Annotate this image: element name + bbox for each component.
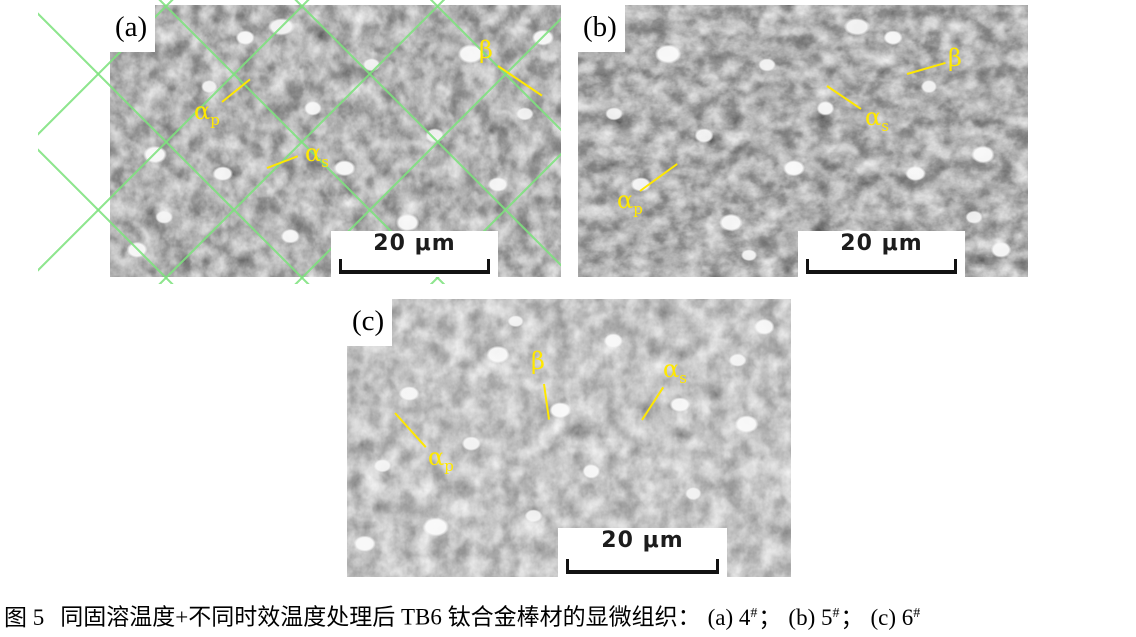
phase-symbol: β (479, 36, 493, 64)
phase-symbol: β (531, 347, 545, 375)
panel-label-c: (c) (347, 299, 393, 346)
scale-bar-line (566, 559, 719, 574)
caption-item-label: (c) 6 (870, 604, 914, 630)
caption-body: 同固溶温度+不同时效温度处理后 TB6 钛合金棒材的显微组织： (60, 604, 701, 630)
phase-symbol: α (617, 186, 634, 214)
scale-bar-label: 20 μm (840, 231, 923, 256)
scale-bar: 20 μm (798, 231, 965, 277)
annotation-beta: β (479, 38, 493, 67)
annotation-alpha-p: αp (428, 445, 454, 474)
micrograph-panel-a: (a) αp αs β 20 μm (38, 0, 561, 284)
phase-subscript: s (679, 368, 687, 387)
scale-bar: 20 μm (558, 528, 727, 577)
scale-bar: 20 μm (331, 231, 498, 277)
phase-symbol: α (194, 97, 211, 125)
panel-label-b: (b) (578, 5, 625, 52)
phase-subscript: p (210, 110, 220, 129)
annotation-alpha-s: αs (305, 141, 329, 170)
annotation-beta: β (948, 46, 962, 75)
phase-subscript: p (633, 199, 643, 218)
annotation-beta: β (531, 349, 545, 378)
phase-symbol: α (428, 443, 445, 471)
phase-subscript: p (444, 456, 454, 475)
phase-subscript: s (881, 116, 889, 135)
annotation-alpha-p: αp (194, 99, 220, 128)
scale-bar-label: 20 μm (373, 231, 456, 256)
phase-symbol: β (948, 44, 962, 72)
annotation-alpha-s: αs (663, 357, 687, 386)
caption-separator: ； (758, 604, 782, 630)
scale-bar-line (339, 259, 490, 274)
figure-number: 图 5 (4, 604, 45, 630)
caption-item-a: (a) 4#； (708, 605, 782, 630)
scale-bar-line (806, 259, 957, 274)
phase-symbol: α (663, 355, 680, 383)
micrograph-panel-c: (c) αp αs β 20 μm (347, 299, 791, 577)
caption-item-c: (c) 6# (870, 605, 921, 630)
caption-item-b: (b) 5#； (788, 605, 863, 630)
micrograph-panel-b: (b) αp αs β 20 μm (578, 5, 1028, 277)
caption-item-superscript: # (832, 606, 840, 621)
panel-label-a: (a) (110, 5, 156, 52)
annotation-alpha-s: αs (865, 105, 889, 134)
caption-item-label: (a) 4 (707, 604, 751, 630)
phase-symbol: α (305, 139, 322, 167)
caption-item-label: (b) 5 (788, 604, 833, 630)
phase-subscript: s (321, 152, 329, 171)
phase-symbol: α (865, 103, 882, 131)
annotation-alpha-p: αp (617, 188, 643, 217)
figure-caption: 图 5 同固溶温度+不同时效温度处理后 TB6 钛合金棒材的显微组织： (a) 4#… (4, 596, 1134, 635)
caption-item-superscript: # (750, 606, 758, 621)
caption-item-superscript: # (913, 606, 921, 621)
scale-bar-label: 20 μm (601, 528, 684, 553)
caption-separator: ； (840, 604, 864, 630)
